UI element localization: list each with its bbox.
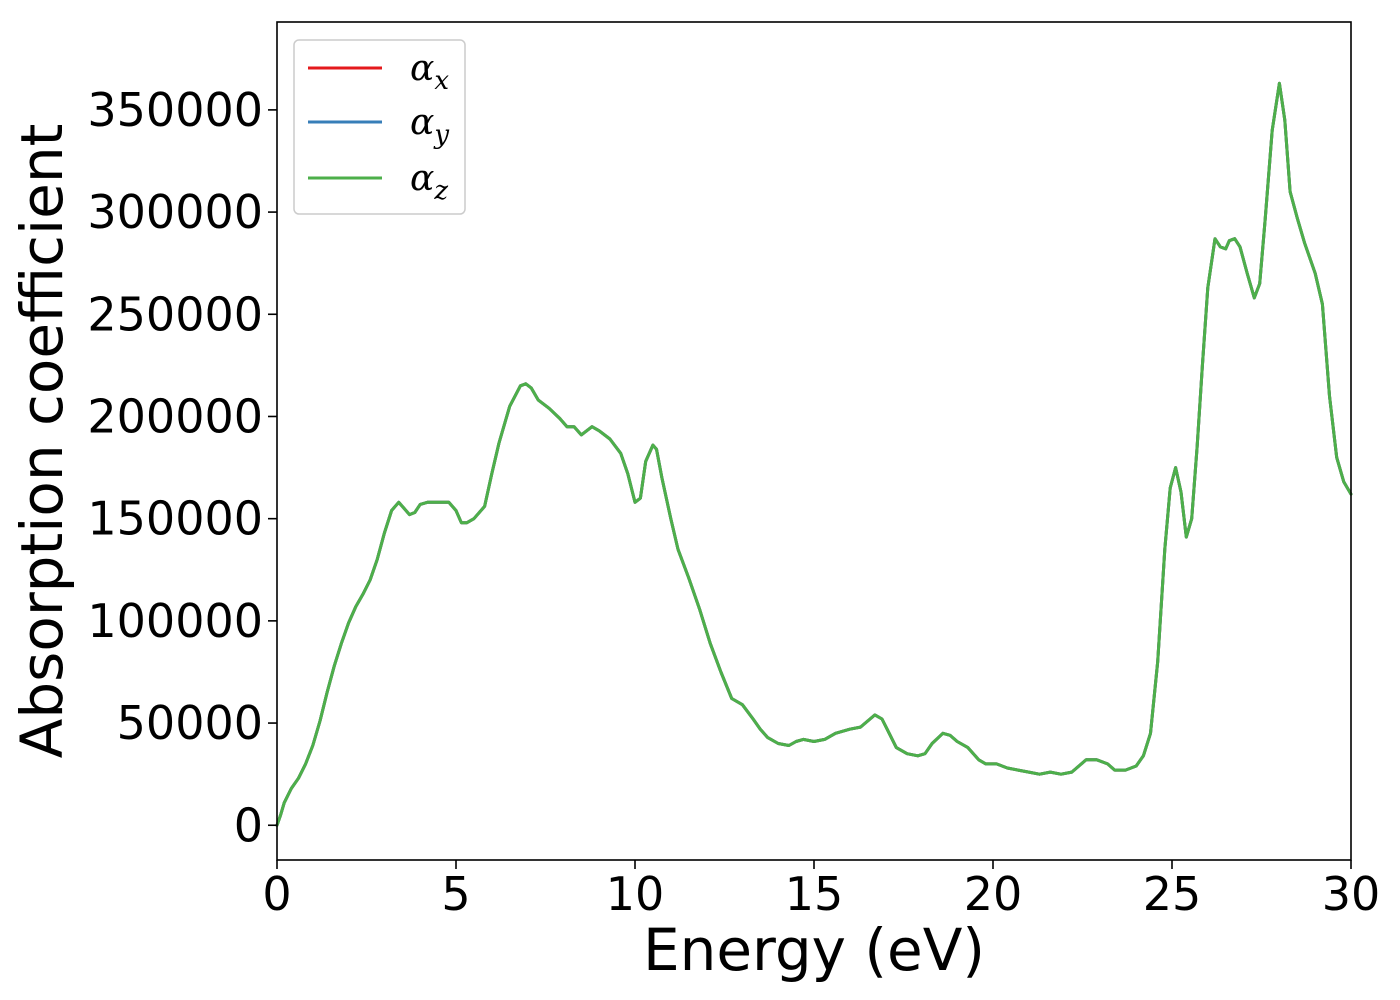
legend-label-y: αy bbox=[410, 102, 449, 150]
x-axis-label: Energy (eV) bbox=[643, 916, 985, 984]
y-tick-label: 100000 bbox=[87, 594, 263, 648]
x-tick-label: 10 bbox=[606, 867, 665, 921]
x-tick-label: 5 bbox=[441, 867, 470, 921]
legend: αx αy αz bbox=[293, 39, 466, 215]
x-tick-label: 25 bbox=[1143, 867, 1202, 921]
y-tick-label: 300000 bbox=[87, 185, 263, 239]
y-axis-ticks: 0 50000 100000 150000 200000 250000 300000 3500… bbox=[87, 83, 277, 852]
legend-box bbox=[293, 39, 466, 215]
x-tick-label: 0 bbox=[262, 867, 291, 921]
x-tick-label: 15 bbox=[785, 867, 844, 921]
legend-label-x: αx bbox=[410, 48, 449, 96]
y-tick-label: 50000 bbox=[117, 696, 263, 750]
legend-label-z: αz bbox=[410, 158, 448, 206]
y-axis-label: Absorption coefficient bbox=[8, 124, 76, 759]
series-line-z bbox=[275, 81, 1353, 827]
y-tick-label: 350000 bbox=[87, 83, 263, 137]
y-tick-label: 200000 bbox=[87, 389, 263, 443]
y-tick-label: 250000 bbox=[87, 287, 263, 341]
x-tick-label: 20 bbox=[964, 867, 1023, 921]
x-tick-label: 30 bbox=[1322, 867, 1381, 921]
x-axis-ticks: 0 5 10 15 20 25 30 bbox=[262, 860, 1380, 921]
y-tick-label: 0 bbox=[234, 798, 263, 852]
y-tick-label: 150000 bbox=[87, 492, 263, 546]
series-layer bbox=[275, 81, 1353, 827]
